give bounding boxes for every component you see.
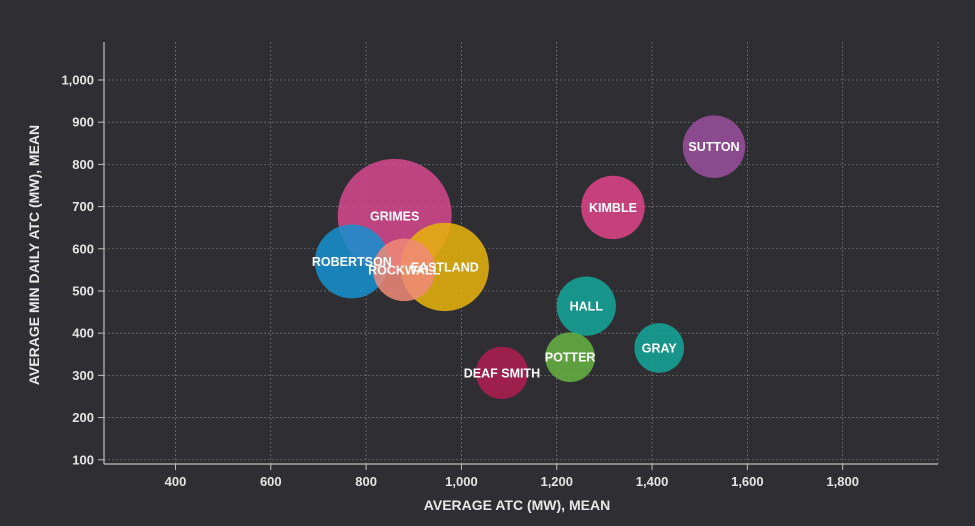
bubble-kimble (581, 175, 645, 240)
y-tick-label: 800 (72, 157, 94, 172)
bubble-label-kimble: KIMBLE (589, 201, 637, 215)
grid-lines (104, 42, 939, 464)
bubble-label-sutton: SUTTON (688, 140, 739, 154)
bubble-label-eastland: EASTLAND (411, 260, 479, 274)
axes: 100 200 300 400 500 600 700 800 900 1,000 400 600 80… (61, 42, 938, 489)
x-tick-label: 400 (165, 474, 187, 489)
x-tick-label: 1,600 (731, 474, 764, 489)
y-tick-label: 500 (72, 283, 94, 298)
x-tick-label: 1,400 (636, 474, 669, 489)
bubble-hall (556, 276, 616, 336)
y-tick-label: 1,000 (61, 72, 94, 87)
x-tick-label: 800 (355, 474, 377, 489)
x-axis-title: AVERAGE ATC (MW), MEAN (424, 497, 610, 513)
bubble-label-rockwall: ROCKWALL (368, 263, 441, 277)
y-tick-label: 600 (72, 241, 94, 256)
y-axis-title: AVERAGE MIN DAILY ATC (MW), MEAN (26, 125, 42, 385)
bubble-robertson (314, 224, 389, 299)
bubble-label-hall: HALL (570, 300, 604, 314)
y-tick-label: 200 (72, 410, 94, 425)
x-tick-label: 1,000 (445, 474, 478, 489)
y-tick-label: 400 (72, 326, 94, 341)
bubble-label-robertson: ROBERTSON (312, 255, 392, 269)
x-tick-label: 1,800 (826, 474, 859, 489)
x-tick-label: 1,200 (540, 474, 573, 489)
bubble-gray (634, 323, 685, 373)
y-tick-label: 100 (72, 452, 94, 467)
y-tick-label: 900 (72, 115, 94, 130)
bubble-sutton (682, 115, 746, 178)
bubble-label-gray: GRAY (642, 341, 678, 355)
y-tick-label: 700 (72, 199, 94, 214)
bubble-label-deaf-smith: DEAF SMITH (464, 366, 540, 380)
bubble-deaf-smith (475, 346, 529, 399)
bubble-label-potter: POTTER (545, 351, 596, 365)
bubble-label-grimes: GRIMES (370, 209, 419, 223)
bubble-series (314, 115, 746, 399)
x-tick-label: 600 (260, 474, 282, 489)
y-tick-label: 300 (72, 368, 94, 383)
bubble-potter (545, 332, 595, 383)
bubble-rockwall (373, 238, 436, 302)
